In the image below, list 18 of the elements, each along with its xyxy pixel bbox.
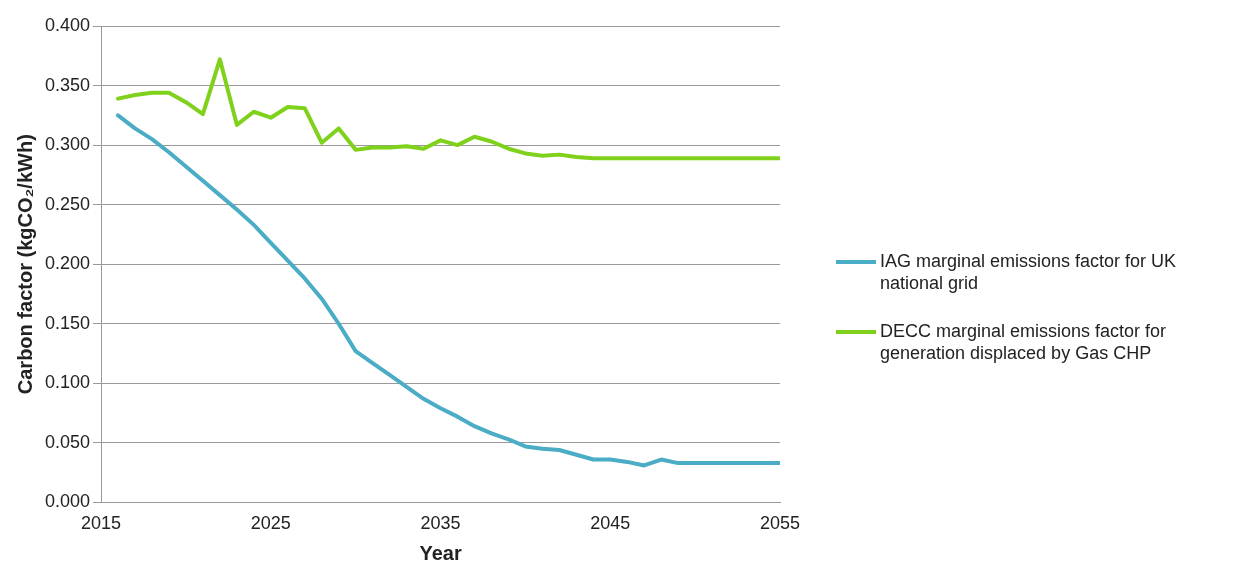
y-tick-label: 0.250: [45, 193, 91, 214]
y-tick-label: 0.350: [45, 74, 91, 95]
y-axis-title: Carbon factor (kgCO₂/kWh): [13, 134, 36, 395]
y-tick-label: 0.100: [45, 372, 91, 393]
legend-label: IAG marginal emissions factor for UK national grid: [880, 250, 1178, 294]
y-tick-label: 0.150: [45, 312, 91, 333]
y-tick-label: 0.200: [45, 253, 91, 274]
y-tick-label: 0.050: [45, 431, 91, 452]
x-tick-label: 2015: [81, 513, 122, 534]
x-axis-title: Year: [419, 541, 462, 564]
legend-label: DECC marginal emissions factor for generation displaced by Gas CHP: [880, 320, 1168, 364]
x-tick-label: 2055: [759, 513, 801, 534]
x-tick-label: 2025: [250, 513, 291, 534]
y-tick-label: 0.400: [45, 14, 91, 35]
y-tick-label: 0.300: [45, 134, 91, 155]
y-tick-label: 0.000: [45, 491, 91, 512]
x-tick-label: 2045: [590, 513, 631, 534]
x-tick-label: 2035: [420, 513, 461, 534]
